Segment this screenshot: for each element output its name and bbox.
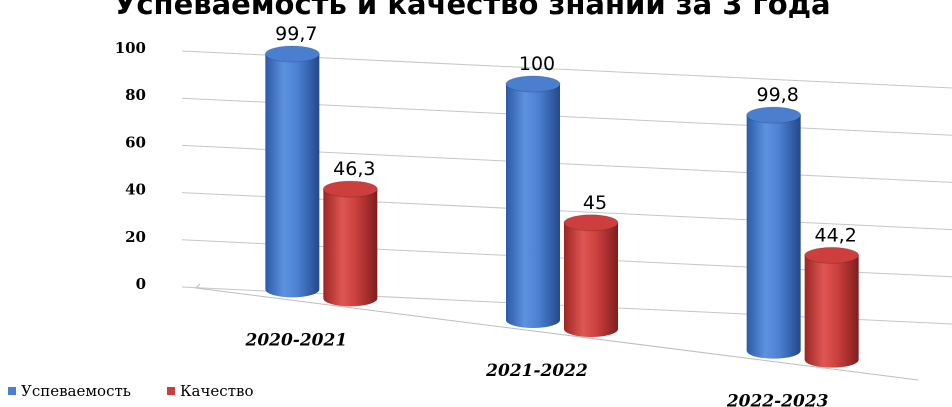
bar-top [804, 246, 860, 264]
x-tick-label: 2021-2022 [485, 361, 588, 381]
legend-label-s1: Качество [179, 382, 254, 400]
data-label: 46,3 [333, 158, 375, 180]
data-label: 99,8 [757, 84, 799, 106]
y-tick-label: 80 [125, 86, 146, 104]
legend: Успеваемость Качество [8, 382, 253, 400]
bar-body [564, 222, 618, 337]
bar-top [746, 106, 802, 124]
bar-top [505, 75, 561, 93]
legend-item-s1: Качество [166, 382, 254, 400]
x-axis: 2020-2021 2021-2022 2022-2023 [244, 330, 828, 407]
y-tick-label: 40 [125, 181, 146, 199]
y-tick-label: 60 [125, 133, 146, 151]
legend-item-s0: Успеваемость [8, 382, 131, 400]
bar-Успеваемость-2020-2021: 99,7 [264, 23, 320, 298]
bar-body [323, 189, 378, 307]
chart-title: Успеваемость и качество знаний за 3 года [114, 0, 831, 21]
bar-body [506, 84, 560, 328]
legend-swatch-s0 [8, 387, 16, 395]
bar-top [322, 180, 378, 198]
data-label: 45 [583, 192, 607, 214]
x-tick-label: 2020-2021 [244, 330, 347, 350]
y-tick-label: 20 [125, 228, 146, 246]
y-axis: 0 20 40 60 80 100 [115, 39, 146, 293]
bar-Качество-2020-2021: 46,3 [322, 158, 378, 307]
bar-top [563, 214, 619, 232]
bar-body [746, 115, 801, 359]
floor [194, 283, 919, 381]
x-tick-label: 2022-2023 [726, 392, 829, 407]
bar-body [804, 255, 859, 368]
bar-Качество-2021-2022: 45 [563, 192, 619, 337]
data-label: 100 [519, 53, 555, 75]
bar-Успеваемость-2022-2023: 99,8 [746, 84, 802, 359]
data-label: 99,7 [275, 23, 317, 45]
y-tick-label: 0 [136, 275, 146, 293]
legend-swatch-s1 [166, 387, 175, 395]
bar-Качество-2022-2023: 44,2 [804, 224, 860, 368]
bar-body [265, 54, 320, 298]
y-tick-label: 100 [115, 39, 146, 57]
bar-top [264, 45, 320, 63]
legend-label-s0: Успеваемость [21, 382, 131, 400]
bars: 99,7 46,3 100 45 99,8 44,2 [264, 23, 860, 368]
data-label: 44,2 [815, 224, 857, 246]
bar-Успеваемость-2021-2022: 100 [505, 53, 561, 328]
